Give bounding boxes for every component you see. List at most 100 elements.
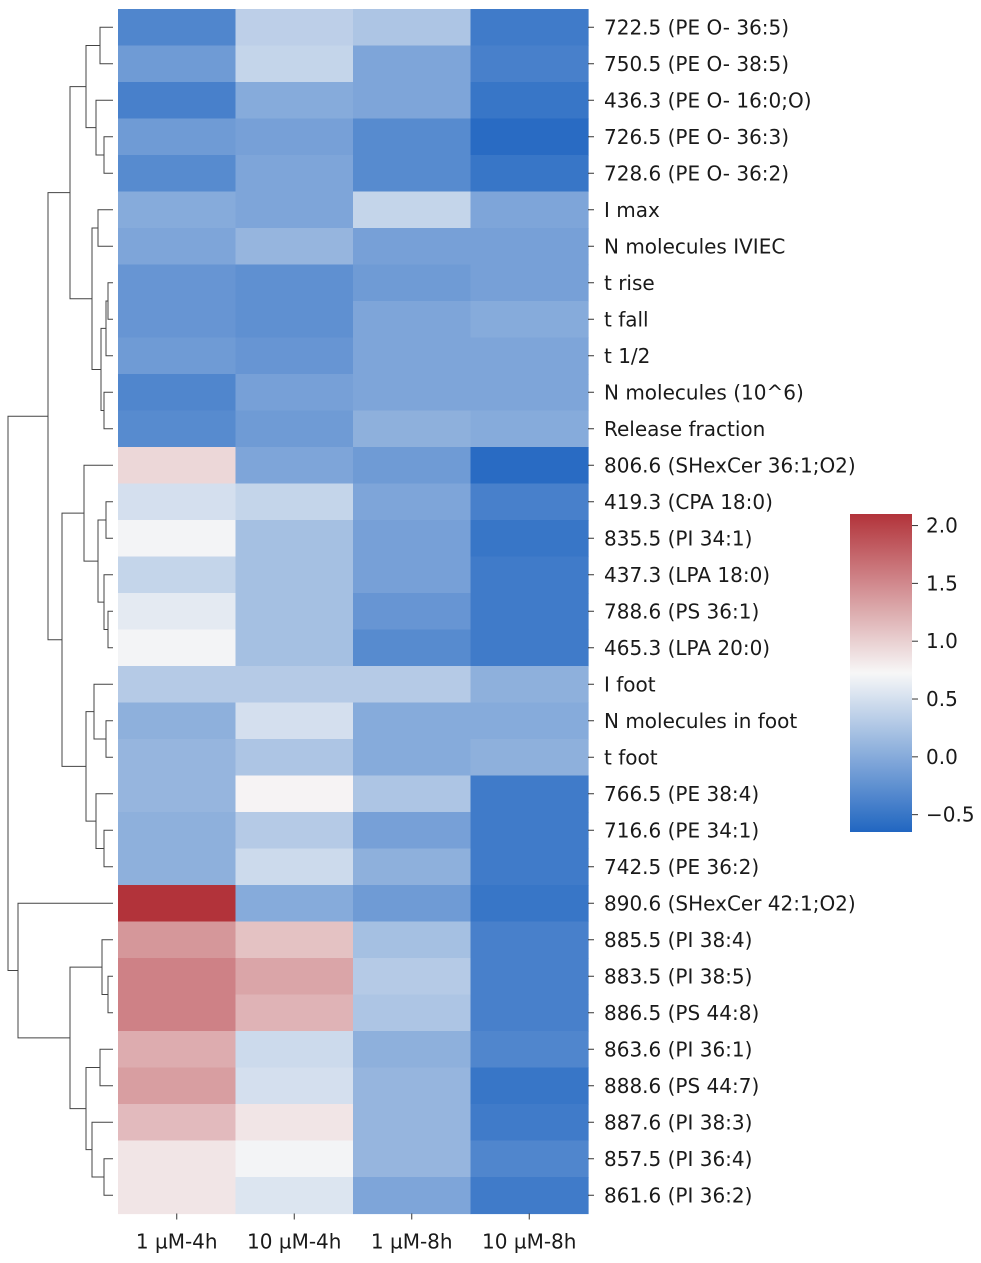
colorbar: 2.0 1.5 1.0 0.5 0.0 −0.5	[850, 514, 975, 832]
heatmap-cell	[470, 9, 589, 47]
heatmap-cell	[235, 994, 354, 1032]
heatmap-cell	[353, 1177, 472, 1215]
heatmap-cell	[353, 118, 472, 156]
heatmap-cell	[470, 483, 589, 521]
heatmap-cell	[118, 337, 237, 375]
heatmap-cell	[235, 301, 354, 339]
row-label: 726.5 (PE O- 36:3)	[604, 125, 789, 149]
dendrogram-link	[105, 501, 113, 539]
heatmap-cell	[353, 994, 472, 1032]
heatmap-cell	[235, 1177, 354, 1215]
row-label: 883.5 (PI 38:5)	[604, 964, 752, 988]
heatmap-cell	[118, 1067, 237, 1105]
colorbar-tick-label: 0.5	[926, 687, 958, 711]
heatmap-cell	[235, 885, 354, 923]
heatmap-cell	[118, 264, 237, 302]
heatmap-cell	[118, 374, 237, 412]
row-label: 890.6 (SHexCer 42:1;O2)	[604, 891, 856, 915]
column-label: 1 µM-8h	[371, 1230, 453, 1254]
heatmap-cell	[118, 191, 237, 229]
heatmap-cell	[470, 264, 589, 302]
dendrogram-link	[85, 45, 100, 129]
dendrogram-link	[91, 1121, 113, 1178]
heatmap-cell	[235, 155, 354, 193]
heatmap-cell	[353, 812, 472, 850]
heatmap-cell	[235, 775, 354, 813]
heatmap-cell	[353, 410, 472, 448]
dendrogram-link	[107, 975, 113, 1014]
heatmap-cell	[353, 374, 472, 412]
dendrogram-link	[91, 227, 101, 370]
heatmap-cell	[353, 556, 472, 594]
heatmap-cell	[235, 666, 354, 704]
heatmap-cell	[118, 520, 237, 558]
heatmap-cell	[118, 666, 237, 704]
heatmap-cell	[235, 118, 354, 156]
heatmap-cell	[235, 1140, 354, 1178]
heatmap-cell	[470, 1031, 589, 1069]
row-label: 419.3 (CPA 18:0)	[604, 490, 773, 514]
dendrogram-link	[99, 1048, 113, 1087]
heatmap-cell	[235, 374, 354, 412]
heatmap-cell	[118, 228, 237, 266]
heatmap-cell	[470, 1067, 589, 1105]
row-label: 742.5 (PE 36:2)	[604, 855, 759, 879]
heatmap-cell	[353, 775, 472, 813]
row-label: 728.6 (PE O- 36:2)	[604, 161, 789, 185]
heatmap-cell	[470, 702, 589, 740]
heatmap-cell	[118, 9, 237, 47]
heatmap-cell	[470, 958, 589, 996]
column-label: 10 µM-8h	[482, 1230, 576, 1254]
heatmap-cell	[353, 301, 472, 339]
heatmap-cell	[470, 520, 589, 558]
row-label: 835.5 (PI 34:1)	[604, 526, 752, 550]
row-label: 857.5 (PI 36:4)	[604, 1147, 752, 1171]
heatmap-cell	[353, 848, 472, 886]
heatmap-cell	[118, 775, 237, 813]
colorbar-tick-label: −0.5	[926, 803, 975, 827]
column-label: 1 µM-4h	[136, 1230, 218, 1254]
heatmap-cell	[235, 45, 354, 83]
heatmap-cell	[470, 82, 589, 120]
heatmap-cell	[353, 191, 472, 229]
heatmap-cell	[118, 1140, 237, 1178]
heatmap-cell	[470, 45, 589, 83]
heatmap-cell	[470, 848, 589, 886]
heatmap-cell	[353, 629, 472, 667]
heatmap-cell	[235, 848, 354, 886]
dendrogram-link	[105, 300, 113, 357]
row-label: 722.5 (PE O- 36:5)	[604, 15, 789, 39]
heatmap-cell	[235, 191, 354, 229]
heatmap-cell	[353, 264, 472, 302]
row-label: 863.6 (PI 36:1)	[604, 1037, 752, 1061]
heatmap-cell	[353, 155, 472, 193]
heatmap-cell	[235, 447, 354, 485]
heatmap-cell	[353, 666, 472, 704]
heatmap-cell	[118, 118, 237, 156]
row-label: N molecules (10^6)	[604, 380, 804, 404]
dendrogram-link	[61, 512, 86, 767]
heatmap-cell	[118, 702, 237, 740]
colorbar-tick-label: 2.0	[926, 514, 958, 538]
heatmap-cell	[235, 593, 354, 631]
heatmap-cell	[470, 1177, 589, 1215]
dendrogram-link	[93, 683, 113, 740]
heatmap-cell	[470, 556, 589, 594]
heatmap-cell	[353, 447, 472, 485]
heatmap-cell	[235, 82, 354, 120]
heatmap-cell	[353, 520, 472, 558]
heatmap-cell	[470, 1104, 589, 1142]
heatmap-cell	[470, 812, 589, 850]
heatmap-cell	[118, 848, 237, 886]
row-label: t foot	[604, 745, 658, 769]
dendrogram-link	[103, 136, 113, 174]
heatmap-cell	[235, 9, 354, 47]
heatmap-cell	[118, 155, 237, 193]
heatmap-cell	[235, 1067, 354, 1105]
colorbar-tick-label: 1.5	[926, 571, 958, 595]
heatmap-cell	[235, 921, 354, 959]
heatmap-cell	[118, 885, 237, 923]
dendrogram-link	[99, 26, 113, 65]
heatmap-cell	[235, 228, 354, 266]
heatmap-cell	[235, 702, 354, 740]
